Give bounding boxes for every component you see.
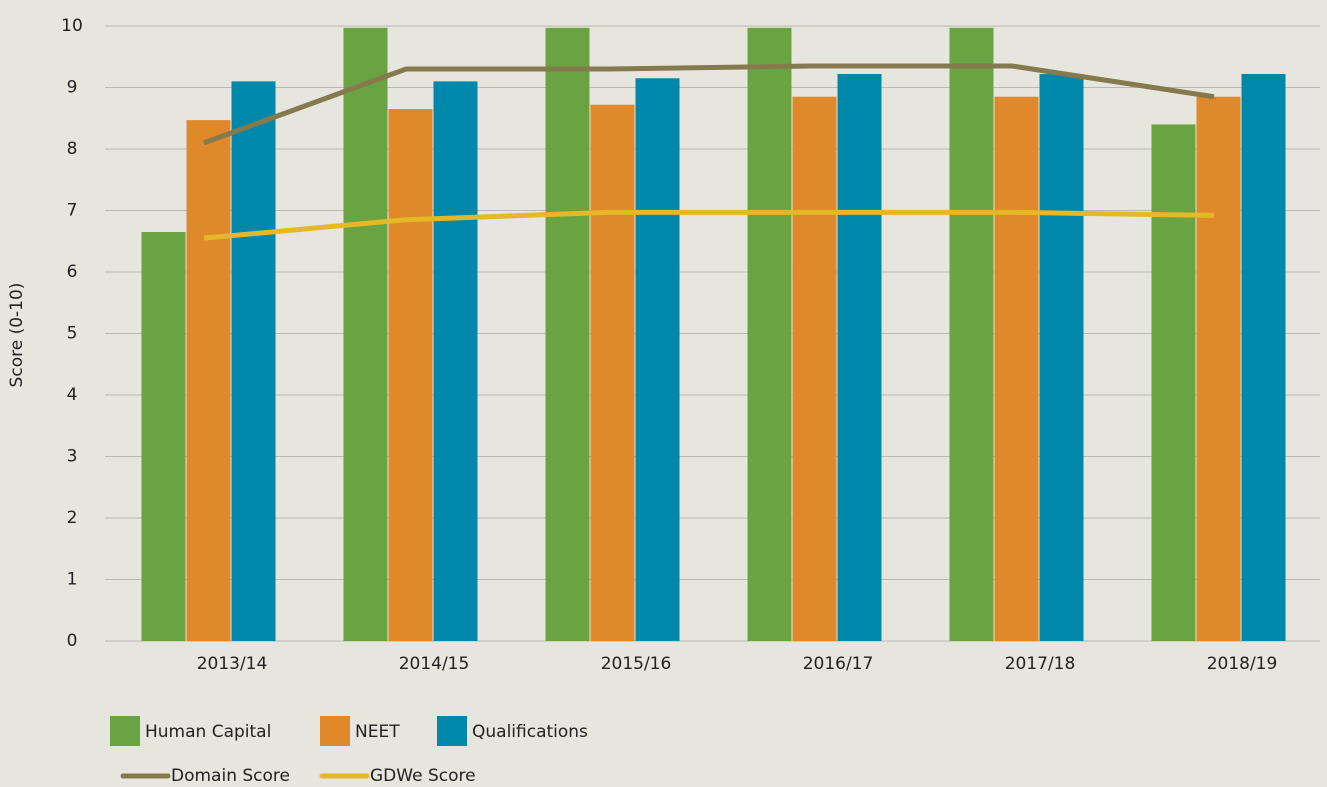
legend-label: NEET bbox=[355, 722, 400, 742]
bar bbox=[545, 27, 590, 642]
bar bbox=[837, 73, 882, 642]
bar bbox=[635, 78, 680, 641]
x-tick-label: 2014/15 bbox=[399, 654, 470, 674]
y-tick-label: 9 bbox=[67, 78, 78, 98]
y-tick-label: 7 bbox=[67, 201, 78, 221]
legend-swatch bbox=[437, 716, 467, 746]
y-tick-label: 0 bbox=[67, 631, 78, 651]
y-tick-label: 3 bbox=[67, 447, 78, 467]
y-tick-label: 10 bbox=[61, 16, 83, 36]
y-tick-label: 2 bbox=[67, 508, 78, 528]
bar bbox=[590, 104, 635, 642]
y-axis-label: Score (0-10) bbox=[7, 283, 27, 388]
bar bbox=[792, 96, 837, 642]
legend-swatch bbox=[110, 716, 140, 746]
bar bbox=[1151, 124, 1196, 641]
x-tick-label: 2013/14 bbox=[197, 654, 268, 674]
y-tick-label: 6 bbox=[67, 262, 78, 282]
legend-swatch bbox=[320, 716, 350, 746]
bar bbox=[433, 81, 478, 642]
bar bbox=[747, 27, 792, 642]
bar bbox=[231, 81, 276, 642]
bar bbox=[388, 109, 433, 641]
x-tick-label: 2016/17 bbox=[803, 654, 874, 674]
legend-label: Qualifications bbox=[472, 722, 588, 742]
y-tick-label: 4 bbox=[67, 385, 78, 405]
legend-label: Human Capital bbox=[145, 722, 271, 742]
line bbox=[203, 209, 1215, 241]
bar bbox=[949, 27, 994, 642]
bar bbox=[343, 27, 388, 642]
line bbox=[203, 63, 1215, 146]
x-tick-label: 2015/16 bbox=[601, 654, 672, 674]
x-tick-label: 2017/18 bbox=[1005, 654, 1076, 674]
bar bbox=[994, 96, 1039, 642]
x-tick-label: 2018/19 bbox=[1207, 654, 1278, 674]
y-tick-label: 5 bbox=[67, 324, 78, 344]
legend-label: Domain Score bbox=[171, 766, 290, 786]
legend-label: GDWe Score bbox=[370, 766, 476, 786]
y-tick-label: 1 bbox=[67, 570, 78, 590]
y-tick-label: 8 bbox=[67, 139, 78, 159]
bar bbox=[141, 232, 186, 641]
bar bbox=[186, 120, 231, 642]
bar bbox=[1039, 73, 1084, 642]
bar bbox=[1241, 73, 1286, 642]
bar bbox=[1196, 96, 1241, 642]
